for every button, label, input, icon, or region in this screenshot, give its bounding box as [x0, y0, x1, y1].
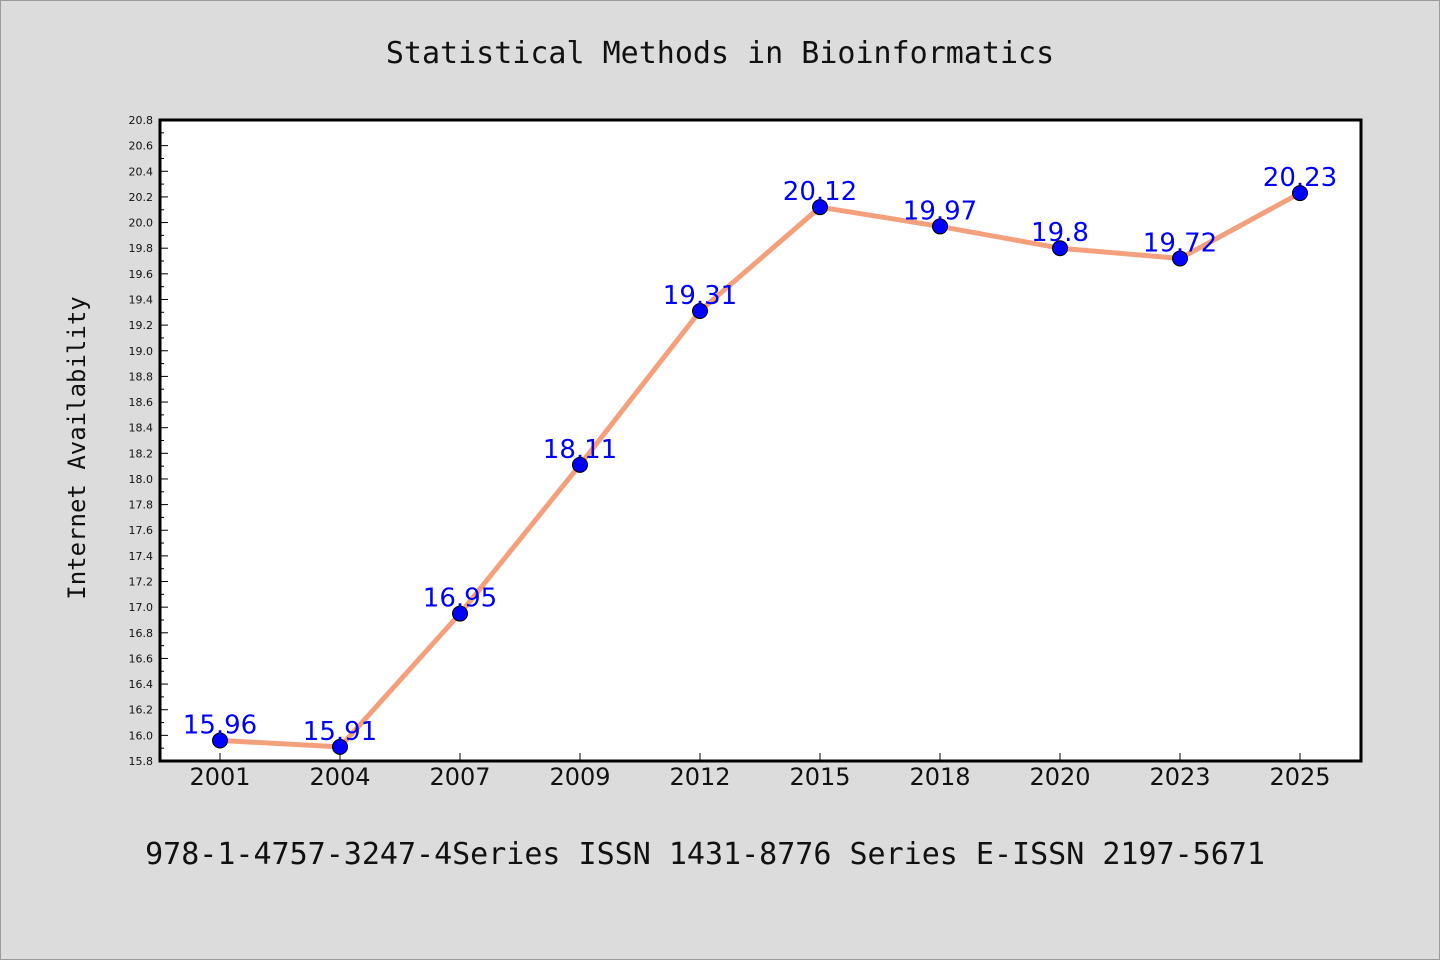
y-tick-label: 19.0: [129, 345, 154, 358]
y-tick-label: 16.8: [129, 627, 154, 640]
data-point: [1052, 240, 1068, 257]
y-tick-label: 17.6: [129, 524, 154, 537]
y-tick-label: 20.6: [129, 140, 154, 153]
y-tick-label: 19.8: [129, 242, 154, 255]
x-tick-label: 2020: [1029, 763, 1090, 791]
y-tick-label: 17.0: [129, 601, 154, 614]
y-tick-label: 17.8: [129, 499, 154, 512]
data-label: 20.12: [783, 177, 857, 207]
y-tick-label: 16.0: [129, 729, 154, 742]
y-tick-label: 17.2: [129, 576, 154, 589]
x-tick-label: 2007: [429, 763, 490, 791]
data-point: [932, 218, 948, 235]
y-tick-label: 18.2: [129, 447, 154, 460]
y-tick-label: 16.2: [129, 704, 154, 717]
chart-title: Statistical Methods in Bioinformatics: [386, 36, 1054, 71]
series-layer: 15.96 15.91 16.95 18.11 19.31 20.12 19.97 19.8 1…: [183, 163, 1337, 755]
data-point: [332, 738, 348, 755]
data-label: 18.11: [543, 435, 617, 465]
data-point: [1292, 185, 1308, 202]
y-axis-label: Internet Availability: [63, 296, 91, 599]
data-label: 19.72: [1143, 228, 1217, 258]
data-label: 15.91: [303, 717, 377, 747]
x-tick-label: 2025: [1269, 763, 1330, 791]
data-point: [1172, 250, 1188, 267]
y-tick-label: 16.6: [129, 652, 154, 665]
x-tick-label: 2009: [549, 763, 610, 791]
data-point: [812, 199, 828, 216]
y-tick-label: 18.8: [129, 370, 154, 383]
y-tick-label: 20.4: [129, 165, 154, 178]
y-tick-label: 18.4: [129, 422, 154, 435]
y-tick-label: 18.6: [129, 396, 154, 409]
y-tick-label: 17.4: [129, 550, 154, 563]
x-axis: 2001 2004 2007 2009 2012 2015 2018 2020 2023 2025: [189, 753, 1331, 791]
data-point: [452, 605, 468, 622]
y-tick-label: 20.8: [129, 114, 154, 127]
data-label: 15.96: [183, 710, 257, 740]
x-tick-label: 2001: [189, 763, 250, 791]
data-label: 20.23: [1263, 163, 1337, 193]
footer-text: 978-1-4757-3247-4Series ISSN 1431-8776 S…: [145, 837, 1265, 872]
data-label: 19.31: [663, 281, 737, 311]
y-tick-label: 15.8: [129, 755, 154, 768]
x-tick-label: 2023: [1149, 763, 1210, 791]
plot-area: [158, 118, 1363, 763]
y-axis: 15.8 16.0 16.2 16.4 16.6 16.8 17.0 17.2 17.4 17.6…: [129, 114, 168, 768]
y-tick-label: 16.4: [129, 678, 154, 691]
data-label: 19.8: [1031, 218, 1089, 248]
y-tick-label: 18.0: [129, 473, 154, 486]
series-line: [217, 190, 1303, 750]
x-tick-label: 2015: [789, 763, 850, 791]
data-point: [692, 303, 708, 320]
x-tick-label: 2018: [909, 763, 970, 791]
data-point: [572, 456, 588, 473]
x-tick-label: 2012: [669, 763, 730, 791]
data-point: [212, 732, 228, 749]
data-label: 19.97: [903, 196, 977, 226]
y-tick-label: 19.6: [129, 268, 154, 281]
y-tick-label: 20.2: [129, 191, 154, 204]
y-tick-label: 20.0: [129, 217, 154, 230]
y-tick-label: 19.2: [129, 319, 154, 332]
data-label: 16.95: [423, 584, 497, 614]
x-tick-label: 2004: [309, 763, 370, 791]
y-tick-label: 19.4: [129, 293, 154, 306]
